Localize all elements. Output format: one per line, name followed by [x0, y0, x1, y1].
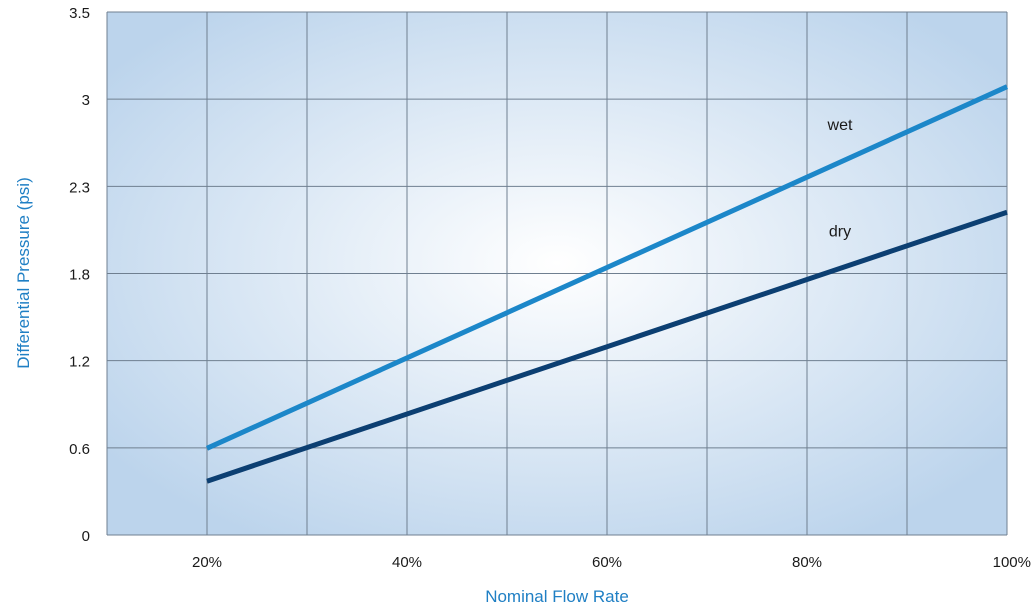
series-labels: wet dry [827, 117, 853, 240]
x-tick-label: 60% [592, 554, 622, 571]
y-tick-label: 1.8 [69, 267, 90, 284]
series-lines [205, 84, 1009, 484]
x-tick-label: 80% [792, 554, 822, 571]
y-tick-label: 2.3 [69, 179, 90, 196]
x-tick-label: 20% [192, 554, 222, 571]
y-tick-label: 3 [82, 92, 90, 109]
y-tick-label: 3.5 [69, 5, 90, 22]
x-tick-label: 100% [993, 554, 1031, 571]
series-label-dry: dry [829, 223, 851, 240]
x-axis-ticks: 20% 40% 60% 80% 100% [192, 554, 1031, 571]
series-line-wet [205, 84, 1009, 451]
y-axis-title: Differential Pressure (psi) [14, 177, 33, 368]
y-tick-label: 0.6 [69, 441, 90, 458]
y-tick-label: 1.2 [69, 354, 90, 371]
series-label-wet: wet [827, 117, 853, 134]
x-tick-label: 40% [392, 554, 422, 571]
grid-lines [106, 11, 1008, 536]
y-axis-ticks: 0 0.6 1.2 1.8 2.3 3 3.5 [69, 5, 90, 545]
series-line-dry [206, 209, 1008, 484]
y-tick-label: 0 [82, 528, 90, 545]
x-axis-title: Nominal Flow Rate [485, 587, 629, 606]
